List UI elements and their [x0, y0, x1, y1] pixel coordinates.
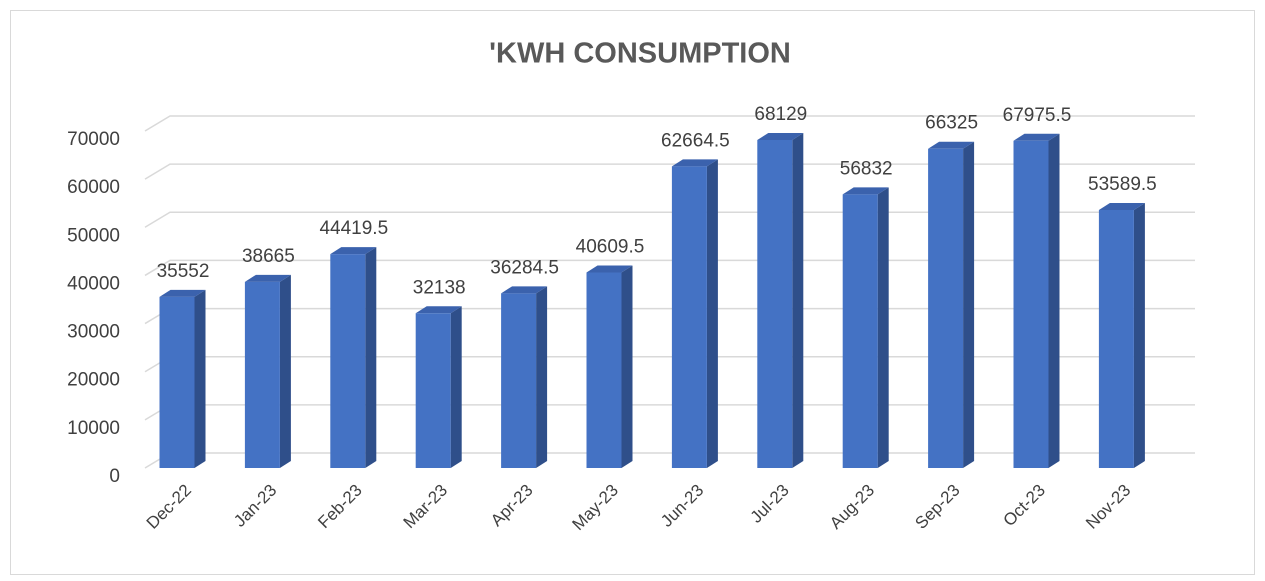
data-label: 53589.5 [1088, 174, 1157, 195]
data-label: 67975.5 [1003, 105, 1072, 126]
bar-front [1013, 140, 1049, 468]
bar-front [244, 281, 280, 468]
chart-title: 'KWH CONSUMPTION [489, 38, 791, 70]
bar-front [842, 194, 878, 468]
bar [501, 286, 548, 468]
y-tick-label: 60000 [67, 177, 120, 198]
bar-front [501, 293, 537, 468]
bar-front [330, 254, 366, 468]
bar [1098, 203, 1145, 469]
y-tick-label: 10000 [67, 418, 120, 439]
bar-side [1048, 133, 1060, 468]
bar-side [1133, 203, 1145, 469]
data-label: 66325 [925, 113, 978, 134]
bar [1013, 133, 1060, 468]
bar [842, 187, 889, 468]
bar-front [1098, 210, 1134, 469]
y-tick-label: 70000 [67, 129, 120, 150]
bar-top [159, 289, 206, 297]
bar-front [586, 272, 622, 468]
bar-top [330, 247, 377, 255]
bar [928, 141, 975, 468]
bar-top [928, 141, 975, 149]
bar-side [963, 141, 975, 468]
bar-front [757, 140, 793, 469]
bar [757, 133, 804, 469]
bar [159, 289, 206, 468]
y-tick-label: 20000 [67, 370, 120, 391]
bar-front [671, 166, 707, 468]
y-tick-label: 40000 [67, 273, 120, 294]
data-label: 32138 [413, 277, 466, 298]
bar [330, 247, 377, 468]
bar-front [928, 148, 964, 468]
bar-top [842, 187, 889, 195]
bar-side [706, 159, 718, 468]
y-tick-label: 0 [109, 466, 120, 487]
bar-top [671, 159, 718, 167]
data-label: 62664.5 [661, 130, 730, 151]
y-tick-label: 50000 [67, 225, 120, 246]
data-label: 38665 [242, 246, 295, 267]
bar [415, 306, 462, 468]
bar-side [194, 289, 206, 468]
bar [671, 159, 718, 468]
bar-side [536, 286, 548, 468]
y-tick-label: 30000 [67, 322, 120, 343]
bar-side [279, 274, 291, 468]
bar-side [792, 133, 804, 469]
bar-side [877, 187, 889, 468]
bar-top [586, 265, 633, 273]
bar-top [244, 274, 291, 282]
bar-top [1098, 203, 1145, 211]
data-label: 68129 [754, 104, 807, 125]
bar-side [621, 265, 633, 468]
bar-top [501, 286, 548, 294]
bar-side [365, 247, 377, 468]
bar-top [415, 306, 462, 314]
bar-front [159, 296, 195, 468]
data-label: 56832 [840, 158, 893, 179]
data-label: 44419.5 [319, 218, 388, 239]
bar-side [450, 306, 462, 468]
data-label: 40609.5 [576, 237, 645, 258]
bar [244, 274, 291, 468]
data-label: 35552 [157, 261, 210, 282]
bar [586, 265, 633, 468]
bar-top [1013, 133, 1060, 141]
grid-line [144, 115, 1195, 132]
bar-front [415, 313, 451, 468]
data-label: 36284.5 [490, 257, 559, 278]
bar-top [757, 133, 804, 141]
grid-line [144, 163, 1195, 180]
